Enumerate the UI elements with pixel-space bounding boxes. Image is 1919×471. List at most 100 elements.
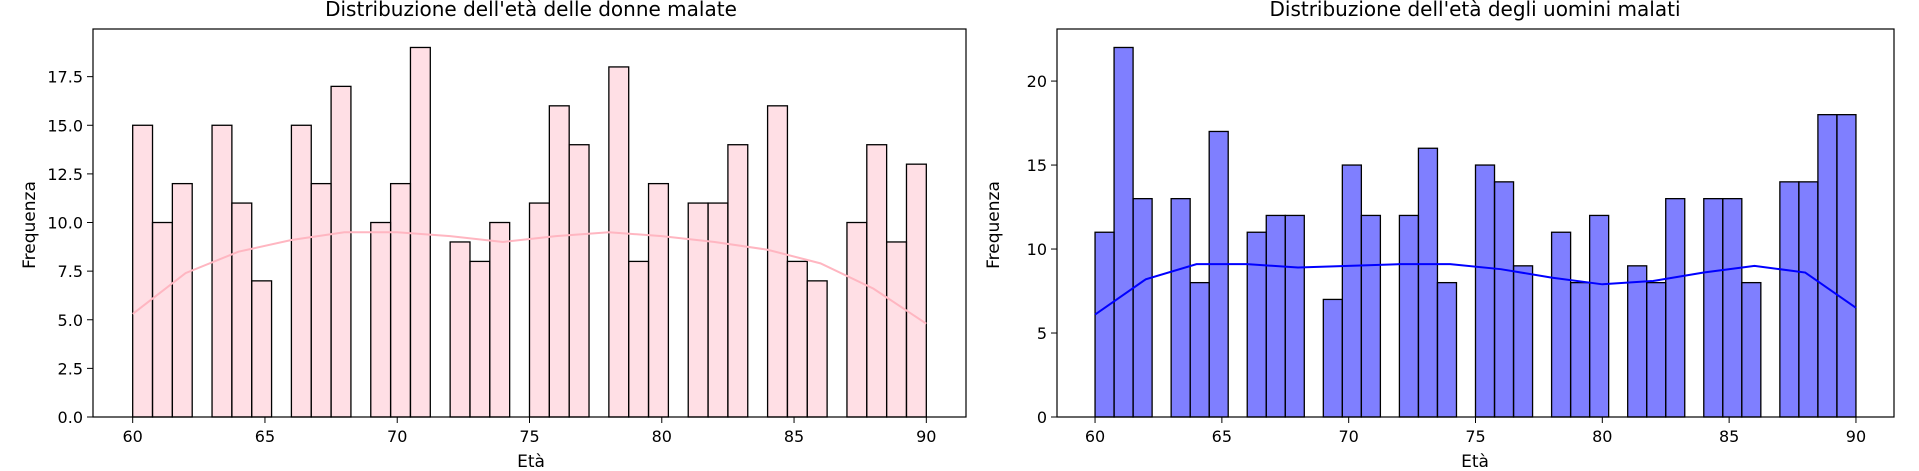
y-tick-label: 10 [1027,240,1047,259]
x-tick-label: 70 [387,427,407,446]
x-axis-ticks: 60 65 70 75 80 85 90 [123,417,936,446]
histogram-bar [1341,164,1363,418]
x-tick-label: 85 [1719,427,1739,446]
histogram-bar [568,144,590,418]
histogram-bar [846,221,868,418]
histogram-bar [628,260,650,418]
x-tick-label: 75 [1465,427,1485,446]
histogram-bar [370,221,392,418]
histogram-bar [1265,214,1286,418]
y-axis-label: Frequenza [984,181,1004,269]
histogram-bar [1703,197,1724,418]
y-tick-label: 12.5 [47,165,83,184]
histogram-bar [687,202,709,418]
histogram-bar [1836,114,1857,418]
histogram-bar [1569,281,1591,418]
histogram-bar [786,260,808,418]
x-tick-label: 80 [1592,427,1612,446]
chart-title: Distribuzione dell'età degli uomini mala… [1269,0,1680,21]
histogram-bar [1798,181,1819,418]
histogram-bar [806,280,828,418]
x-tick-label: 90 [1846,427,1866,446]
x-tick-label: 60 [1085,427,1105,446]
x-tick-label: 90 [916,427,936,446]
histogram-bar [1741,281,1762,418]
y-tick-label: 7.5 [58,262,83,281]
histogram-bar [1474,164,1496,418]
bars-group [132,46,927,418]
x-tick-label: 70 [1339,427,1359,446]
y-tick-label: 17.5 [47,68,83,87]
histogram-bar [885,241,908,418]
histogram-bar [1627,265,1648,418]
histogram-bar [489,221,511,418]
x-axis-ticks: 60 65 70 75 80 85 90 [1085,417,1866,446]
histogram-bar [1094,231,1115,418]
chart-women: Distribuzione dell'età delle donne malat… [20,0,967,471]
y-axis-ticks: 0 5 10 15 20 [1027,72,1057,427]
histogram-bar [1398,214,1420,418]
histogram-bar [1512,265,1534,418]
histogram-bar [211,124,233,418]
histogram-bar [231,202,253,418]
y-tick-label: 5.0 [58,311,83,330]
histogram-bar [330,85,352,418]
histogram-bar [1132,197,1153,418]
histogram-bar [1665,197,1686,418]
histogram-bar [1817,114,1838,418]
histogram-bar [1493,181,1515,418]
x-tick-label: 80 [652,427,672,446]
histogram-bar [1208,130,1229,418]
y-axis-label: Frequenza [20,181,40,269]
histogram-bar [1284,214,1305,418]
y-tick-label: 0 [1037,408,1047,427]
histogram-bar [1113,46,1134,418]
histogram-bar [171,182,193,418]
histogram-bar [1417,147,1439,418]
chart-men: Distribuzione dell'età degli uomini mala… [984,0,1895,471]
histogram-bar [132,124,154,418]
histogram-bar [409,46,431,418]
histogram-bar [389,182,412,418]
histogram-bar [1722,197,1743,418]
y-tick-label: 5 [1037,324,1047,343]
x-tick-label: 85 [784,427,804,446]
histogram-bar [766,105,789,418]
chart-title: Distribuzione dell'età delle donne malat… [325,0,737,21]
histogram-bar [469,260,491,418]
histogram-bar [449,241,471,418]
histogram-bar [866,144,888,418]
histogram-bar [1436,281,1458,418]
histogram-bar [727,144,749,418]
x-tick-label: 60 [123,427,143,446]
histogram-bar [1550,231,1572,418]
histogram-bar [608,66,630,418]
histogram-bar [290,124,312,418]
histogram-bar [1170,197,1191,418]
histogram-bar [1646,281,1667,418]
histogram-bar [905,163,927,418]
x-axis-label: Età [1461,452,1489,471]
x-tick-label: 65 [1212,427,1232,446]
histogram-bar [1189,281,1210,418]
histogram-bar [1246,231,1267,418]
y-tick-label: 15.0 [47,116,83,135]
histogram-bar [251,280,273,418]
y-tick-label: 20 [1027,72,1047,91]
y-tick-label: 0.0 [58,408,83,427]
y-tick-label: 10.0 [47,214,83,233]
bars-group [1094,46,1857,418]
y-tick-label: 2.5 [58,359,83,378]
y-axis-ticks: 0.0 2.5 5.0 7.5 10.0 12.5 15.0 17.5 [47,68,93,427]
y-tick-label: 15 [1027,156,1047,175]
histogram-bar [647,182,670,418]
kde-line [1094,263,1857,316]
x-tick-label: 75 [519,427,539,446]
histogram-bar [1322,298,1343,418]
histogram-bar [548,105,570,418]
histogram-bar [151,221,174,418]
histogram-bar [1779,181,1800,418]
histogram-bar [310,182,332,418]
x-axis-label: Età [517,452,545,471]
